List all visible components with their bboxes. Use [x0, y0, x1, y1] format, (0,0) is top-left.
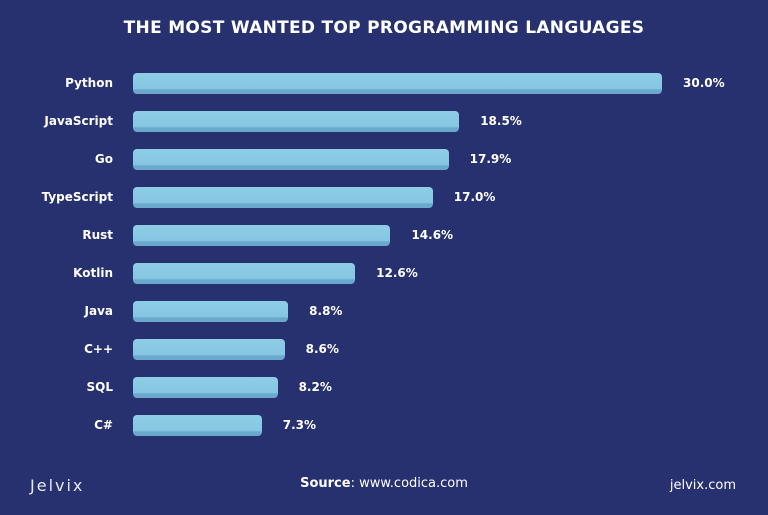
category-label: Python	[65, 76, 113, 90]
value-label: 12.6%	[376, 266, 418, 280]
bar-javascript	[133, 111, 460, 132]
value-label: 17.9%	[469, 152, 512, 166]
category-label: JavaScript	[44, 114, 113, 128]
category-label: Rust	[82, 228, 113, 242]
chart-title: THE MOST WANTED TOP PROGRAMMING LANGUAGE…	[123, 18, 645, 38]
site-url: jelvix.com	[669, 478, 736, 493]
category-label: Java	[84, 304, 113, 318]
value-label: 8.6%	[305, 342, 339, 356]
value-label: 7.3%	[282, 418, 316, 432]
value-label: 8.2%	[298, 380, 332, 394]
bar-java	[133, 301, 289, 322]
value-label: 8.8%	[309, 304, 343, 318]
bar-typescript	[133, 187, 433, 208]
bar-csharp	[133, 415, 262, 436]
bar-rust	[133, 225, 391, 246]
category-label: Kotlin	[73, 266, 113, 280]
bar-sql	[133, 377, 278, 398]
bar-kotlin	[133, 263, 356, 284]
bar-python	[133, 73, 662, 94]
value-label: 30.0%	[683, 76, 725, 90]
category-label: SQL	[86, 380, 114, 394]
category-label: Go	[94, 152, 113, 166]
bar-cpp	[133, 339, 285, 360]
jelvix-logo: Jelvix	[30, 476, 85, 495]
value-label: 17.0%	[453, 190, 496, 204]
category-label: TypeScript	[41, 190, 113, 204]
category-label: C#	[94, 418, 113, 432]
bar-go	[133, 149, 449, 170]
source-label: Source	[300, 476, 351, 491]
category-label: C++	[84, 342, 113, 356]
source-value: : www.codica.com	[350, 476, 468, 491]
value-label: 14.6%	[411, 228, 454, 242]
value-label: 18.5%	[480, 114, 522, 128]
source-note: Source: www.codica.com	[0, 476, 768, 491]
